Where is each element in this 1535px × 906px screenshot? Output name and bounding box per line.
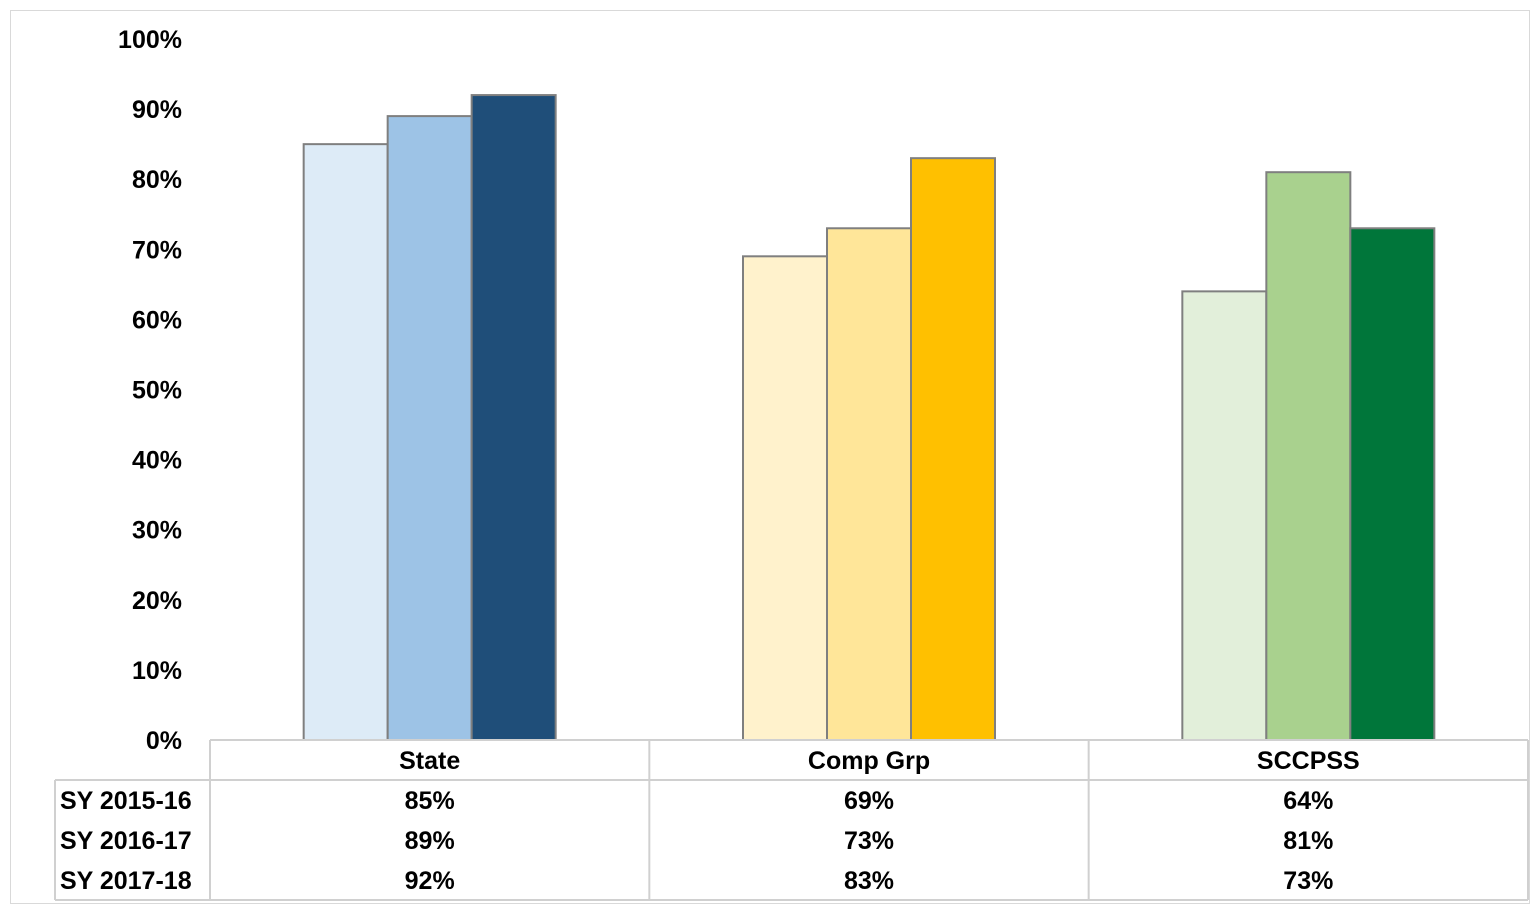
y-tick-label: 40% — [132, 447, 182, 475]
y-tick-label: 90% — [132, 96, 182, 124]
y-tick-label: 100% — [118, 26, 182, 54]
bar — [910, 157, 996, 742]
bar — [1349, 227, 1436, 742]
bar — [826, 227, 912, 742]
series-label: SY 2016-17 — [60, 827, 192, 855]
bar — [470, 94, 557, 741]
bar — [1265, 171, 1352, 741]
y-tick-label: 70% — [132, 236, 182, 264]
bar — [386, 115, 473, 742]
x-tick-label: Comp Grp — [808, 747, 930, 775]
y-tick-label: 80% — [132, 166, 182, 194]
y-tick-label: 20% — [132, 587, 182, 615]
data-label: 92% — [405, 867, 455, 895]
y-tick-label: 10% — [132, 657, 182, 685]
data-label: 89% — [405, 827, 455, 855]
y-tick-label: 60% — [132, 306, 182, 334]
data-label: 83% — [844, 867, 894, 895]
data-label: 85% — [405, 787, 455, 815]
y-tick-label: 50% — [132, 377, 182, 405]
series-label: SY 2017-18 — [60, 867, 192, 895]
series-label: SY 2015-16 — [60, 787, 192, 815]
bar — [1181, 290, 1268, 741]
chart-frame — [10, 10, 1530, 904]
bar — [742, 255, 828, 741]
y-tick-label: 0% — [146, 727, 182, 755]
data-label: 64% — [1283, 787, 1333, 815]
data-label: 81% — [1283, 827, 1333, 855]
data-label: 73% — [1283, 867, 1333, 895]
x-tick-label: SCCPSS — [1257, 747, 1360, 775]
x-tick-label: State — [399, 747, 460, 775]
bar — [302, 143, 389, 741]
data-label: 73% — [844, 827, 894, 855]
data-label: 69% — [844, 787, 894, 815]
y-tick-label: 30% — [132, 517, 182, 545]
